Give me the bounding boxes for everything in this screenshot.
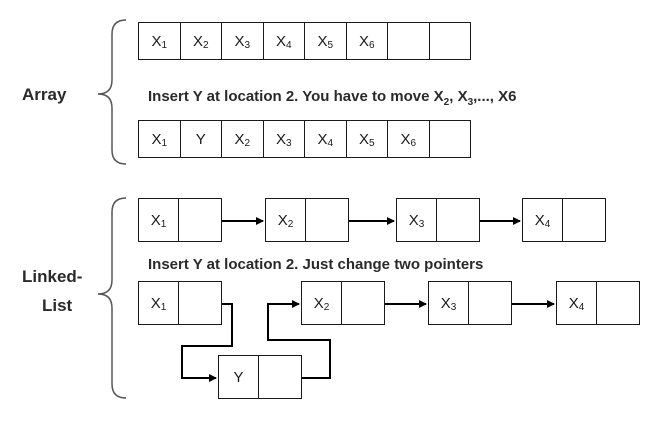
ll-before-node-1-data-subscript: 1 (160, 218, 167, 230)
array-after-cell-5-subscript: 4 (327, 137, 334, 149)
array-before-cell-4-subscript: 4 (285, 39, 292, 51)
ll-before-node-1-data-value: X (150, 211, 161, 229)
array-after-cell-2-value: Y (195, 130, 206, 148)
ll-after-node-4-data-value: X (568, 294, 579, 312)
ll-after-node-1-pointer (178, 281, 222, 325)
array-label: Array (22, 85, 67, 104)
array-after-cell-5-value: X (317, 130, 328, 148)
array-caption-sep-1: , (449, 88, 458, 105)
array-caption-sub-1: 2 (443, 97, 450, 108)
ll-before-node-2-pointer (305, 198, 349, 242)
array-before-cell-1-subscript: 1 (161, 39, 168, 51)
linked-list-label-line1: Linked- (22, 267, 83, 286)
array-after-cell-1-value: X (151, 130, 162, 148)
array-caption: Insert Y at location 2. You have to move… (148, 88, 517, 108)
ll-arrow-x1-to-y (181, 303, 233, 382)
array-before-cell-5-subscript: 5 (327, 39, 334, 51)
array-after-cell-8 (428, 120, 471, 158)
ll-after-node-1-data-value: X (150, 294, 161, 312)
array-after-cell-7-value: X (400, 130, 411, 148)
ll-after-node-4-pointer (596, 281, 640, 325)
ll-after-node-2-data-subscript: 2 (323, 301, 330, 313)
ll-inserted-node-data: Y (218, 355, 259, 399)
array-after-cell-4-subscript: 3 (285, 137, 292, 149)
array-before-cell-6-subscript: 6 (368, 39, 375, 51)
linked-list-label-line2: List (42, 296, 73, 315)
pointer-arrows (181, 217, 555, 382)
linked-list-brace (97, 197, 127, 399)
ll-after-node-3-pointer (468, 281, 512, 325)
ll-after-node-2-pointer (341, 281, 385, 325)
ll-before-node-3-data-subscript: 3 (418, 218, 425, 230)
array-before-cell-8 (428, 22, 471, 60)
array-caption-base-2: X (457, 88, 468, 105)
array-after-cell-6-subscript: 5 (368, 137, 375, 149)
array-before-cell-1-value: X (151, 32, 162, 50)
ll-after-node-3-data-value: X (440, 294, 451, 312)
array-before-cell-3-subscript: 3 (244, 39, 251, 51)
array-after-cell-3-subscript: 2 (244, 137, 251, 149)
array-caption-sub-2: 3 (467, 97, 474, 108)
array-caption-tail: X6 (498, 88, 517, 105)
array-before-cell-5-value: X (317, 32, 328, 50)
array-after-cell-4-value: X (275, 130, 286, 148)
array-before-cell-7 (387, 22, 430, 60)
array-caption-prefix: Insert Y at location 2. You have to move… (148, 88, 444, 105)
array-caption-sep-2: ,..., (473, 88, 499, 105)
array-before-cell-2-subscript: 2 (202, 39, 209, 51)
ll-before-node-1-pointer (178, 198, 222, 242)
ll-before-node-3-data-value: X (408, 211, 419, 229)
ll-after-node-2-data-value: X (313, 294, 324, 312)
array-after-cell-1-subscript: 1 (161, 137, 168, 149)
array-before-cell-4-value: X (275, 32, 286, 50)
array-before-cell-2-value: X (192, 32, 203, 50)
ll-inserted-node-pointer (258, 355, 302, 399)
array-after-cell-2: Y (179, 120, 222, 158)
ll-before-node-4-data-subscript: 4 (544, 218, 551, 230)
ll-before-node-4-pointer (562, 198, 606, 242)
ll-before-node-4-data-value: X (534, 211, 545, 229)
ll-after-node-4-data-subscript: 4 (578, 301, 585, 313)
array-brace (97, 19, 127, 165)
linked-list-caption: Insert Y at location 2. Just change two … (148, 256, 484, 273)
ll-before-node-3-pointer (436, 198, 480, 242)
ll-before-node-2-data-value: X (277, 211, 288, 229)
array-before-cell-3-value: X (234, 32, 245, 50)
array-after-cell-6-value: X (358, 130, 369, 148)
ll-arrow-y-to-x2 (267, 300, 331, 379)
ll-after-node-1-data-subscript: 1 (160, 301, 167, 313)
array-before-cell-6-value: X (358, 32, 369, 50)
ll-inserted-node-data-value: Y (233, 368, 244, 386)
array-after-cell-3-value: X (234, 130, 245, 148)
ll-after-node-3-data-subscript: 3 (450, 301, 457, 313)
ll-before-node-2-data-subscript: 2 (287, 218, 294, 230)
array-after-cell-7-subscript: 6 (410, 137, 417, 149)
